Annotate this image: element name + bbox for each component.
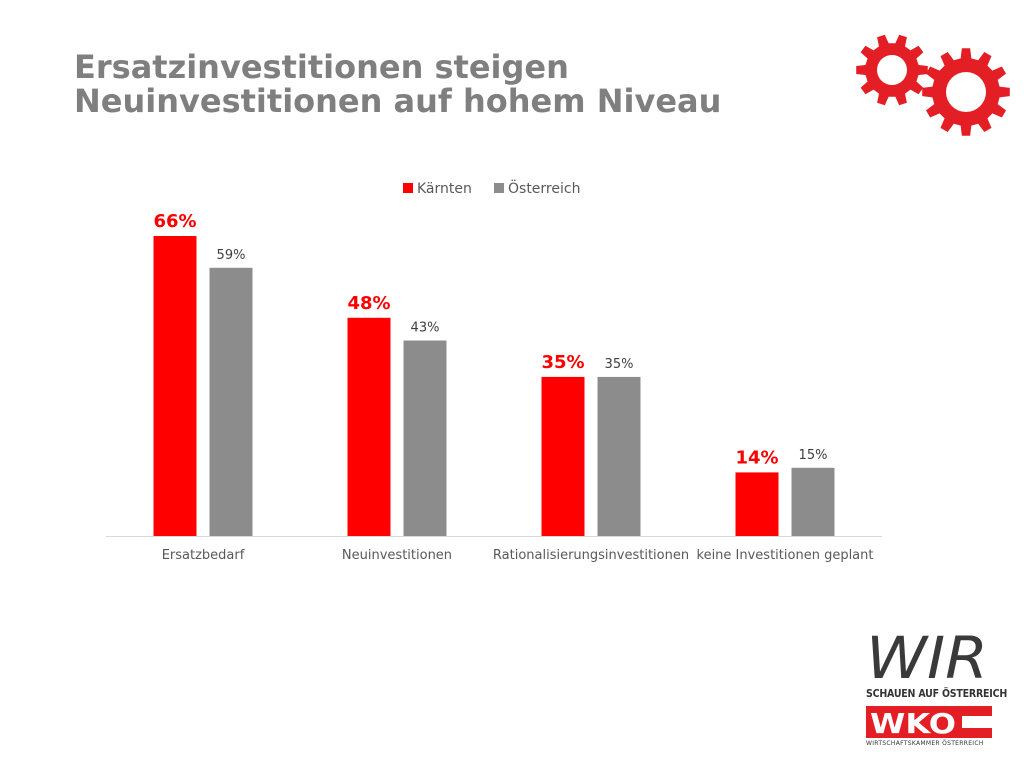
data-label-kaernten: 66% [153,211,196,232]
legend-kaernten-swatch [403,183,413,193]
bar-oesterreich [403,340,447,536]
category-label: Neuinvestitionen [342,548,452,563]
data-label-oesterreich: 59% [217,248,246,263]
bar-kaernten [153,236,197,536]
data-label-oesterreich: 43% [411,321,440,336]
bar-oesterreich [597,376,641,536]
slide-title: Ersatzinvestitionen steigen Neuinvestiti… [74,50,721,118]
logo-tagline: SCHAUEN AUF ÖSTERREICH [866,688,1008,700]
bar-kaernten [735,472,779,536]
wir-logo-text: WIR [866,628,988,684]
gear-large-icon [922,48,1010,136]
data-label-kaernten: 14% [735,447,778,468]
bar-kaernten [541,376,585,536]
gear-small-icon [856,34,928,106]
data-label-oesterreich: 35% [605,357,634,372]
category-label: Rationalisierungsinvestitionen [493,548,689,563]
bar-oesterreich [791,467,835,536]
wko-logo-subtitle: WIRTSCHAFTSKAMMER ÖSTERREICH [866,740,984,747]
data-label-oesterreich: 15% [799,448,828,463]
legend-oesterreich-swatch [494,183,504,193]
data-label-kaernten: 48% [347,293,390,314]
category-label: keine Investitionen geplant [697,548,874,563]
data-label-kaernten: 35% [541,352,584,373]
gears-icon [856,34,1010,136]
slide-title-line-2: Neuinvestitionen auf hohem Niveau [74,82,722,120]
wko-logo-text: WKO [870,707,956,738]
wko-logo: WKO [866,706,992,738]
legend-oesterreich-label: Österreich [508,179,580,197]
legend-kaernten-label: Kärnten [417,181,472,197]
category-label: Ersatzbedarf [162,548,245,563]
bar-oesterreich [209,267,253,536]
bar-kaernten [347,317,391,536]
wir-logo: WIR [866,628,988,684]
slide-title-line-1: Ersatzinvestitionen steigen [74,48,569,86]
